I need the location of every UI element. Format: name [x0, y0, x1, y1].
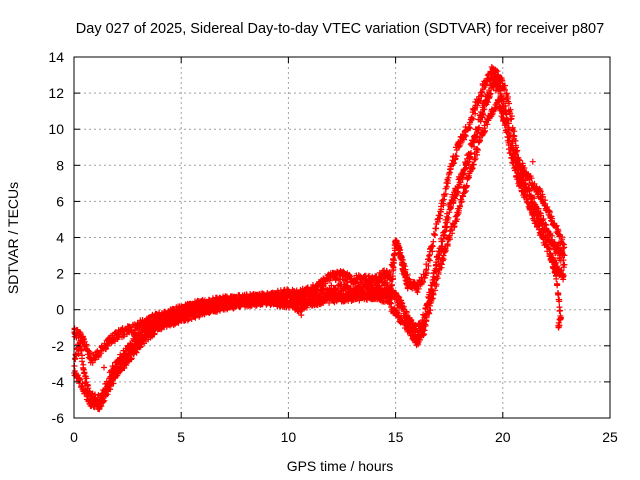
x-tick-label: 20	[495, 429, 511, 445]
data-point-markers	[71, 64, 568, 413]
y-tick-label: 8	[56, 157, 64, 173]
y-tick-label: 10	[48, 121, 64, 137]
y-tick-label: -4	[52, 374, 65, 390]
y-tick-label: 2	[56, 266, 64, 282]
x-tick-label: 5	[177, 429, 185, 445]
y-tick-label: 4	[56, 230, 64, 246]
x-tick-label: 15	[388, 429, 404, 445]
y-tick-label: -6	[52, 410, 65, 426]
y-axis-label: SDTVAR / TECUs	[5, 182, 21, 294]
x-axis-label: GPS time / hours	[287, 458, 394, 474]
x-tick-label: 0	[70, 429, 78, 445]
chart-title: Day 027 of 2025, Sidereal Day-to-day VTE…	[76, 21, 604, 37]
x-tick-label: 25	[602, 429, 618, 445]
ticks: 0 5 10 15 20 25 -6 -4 -2 0 2 4 6 8 10 12 14	[48, 49, 618, 445]
y-tick-label: 14	[48, 49, 64, 65]
series-sdtvar	[71, 64, 568, 413]
data-layer	[71, 64, 568, 413]
y-tick-label: 12	[48, 85, 64, 101]
x-tick-label: 10	[281, 429, 297, 445]
y-tick-label: -2	[52, 338, 65, 354]
y-tick-label: 6	[56, 193, 64, 209]
y-tick-label: 0	[56, 302, 64, 318]
